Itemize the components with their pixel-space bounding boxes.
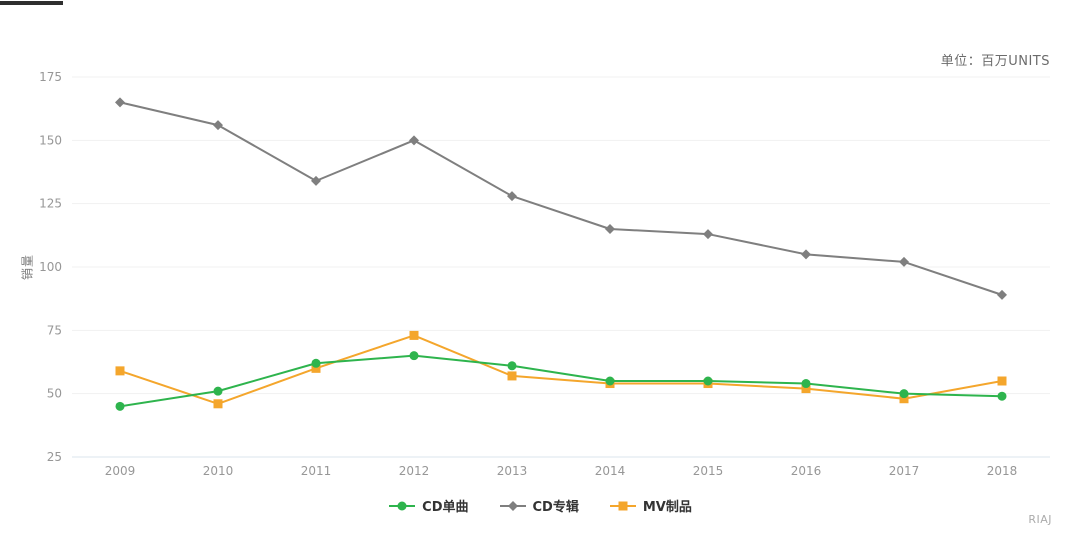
data-point-cd-singles-2013[interactable] <box>507 361 517 371</box>
x-tick-label: 2017 <box>889 464 920 478</box>
riaj-watermark: RIAJ <box>1028 513 1052 526</box>
y-tick-label: 175 <box>39 70 62 84</box>
data-point-mv-products-2016[interactable] <box>801 384 811 394</box>
legend-item-label: CD单曲 <box>422 500 469 515</box>
x-tick-label: 2009 <box>105 464 136 478</box>
series-mv-products <box>115 330 1007 409</box>
data-point-cd-singles-2012[interactable] <box>409 351 419 361</box>
data-point-mv-products-2017[interactable] <box>899 394 909 404</box>
x-tick-label: 2016 <box>791 464 822 478</box>
data-point-cd-albums-2016[interactable] <box>801 249 811 260</box>
legend-marker-shape <box>618 501 628 510</box>
data-point-cd-singles-2017[interactable] <box>899 389 909 399</box>
x-tick-label: 2010 <box>203 464 234 478</box>
data-point-cd-singles-2018[interactable] <box>997 391 1007 401</box>
data-point-cd-albums-2009[interactable] <box>115 97 125 108</box>
data-point-cd-albums-2011[interactable] <box>311 175 321 186</box>
data-point-cd-albums-2010[interactable] <box>213 120 223 131</box>
data-point-cd-albums-2018[interactable] <box>997 289 1007 300</box>
series-cd-albums-line <box>119 101 1003 296</box>
data-point-cd-albums-2015[interactable] <box>703 229 713 240</box>
data-point-cd-albums-2017[interactable] <box>899 256 909 267</box>
series-cd-singles-line <box>119 354 1003 408</box>
x-tick-label: 2013 <box>497 464 528 478</box>
y-tick-label: 150 <box>39 133 62 147</box>
x-tick-label: 2018 <box>987 464 1018 478</box>
series-cd-singles <box>115 351 1007 411</box>
square-legend-marker-icon <box>609 501 636 510</box>
data-point-mv-products-2012[interactable] <box>409 330 419 340</box>
data-point-cd-albums-2014[interactable] <box>605 224 615 234</box>
series-mv-products-line <box>119 334 1003 405</box>
data-point-mv-products-2018[interactable] <box>997 376 1007 386</box>
y-tick-label: 125 <box>39 197 62 211</box>
data-point-mv-products-2013[interactable] <box>507 371 517 381</box>
legend-item-label: CD专辑 <box>532 500 579 515</box>
data-point-cd-singles-2009[interactable] <box>115 401 125 411</box>
data-point-mv-products-2010[interactable] <box>213 399 223 409</box>
circle-legend-marker-icon <box>389 501 416 510</box>
unit-label: 单位：百万UNITS <box>940 54 1050 69</box>
data-point-cd-singles-2015[interactable] <box>703 376 713 386</box>
y-tick-label: 75 <box>47 323 62 337</box>
diamond-legend-marker-icon <box>499 500 526 511</box>
legend-item-cd-singles[interactable]: CD单曲 <box>388 496 469 515</box>
legend: CD单曲 CD专辑 MV制品 <box>0 496 1080 515</box>
legend-item-mv-products[interactable]: MV制品 <box>609 496 692 515</box>
data-point-cd-singles-2014[interactable] <box>605 376 615 386</box>
x-tick-label: 2012 <box>399 464 430 478</box>
y-tick-label: 100 <box>39 260 62 274</box>
x-tick-label: 2015 <box>693 464 724 478</box>
data-point-mv-products-2009[interactable] <box>115 366 125 376</box>
x-tick-label: 2014 <box>595 464 626 478</box>
data-point-mv-products-2011[interactable] <box>311 363 321 373</box>
y-tick-label: 25 <box>47 450 62 464</box>
legend-item-label: MV制品 <box>642 500 692 515</box>
legend-marker-shape <box>507 500 518 511</box>
legend-marker-shape <box>397 501 407 510</box>
y-tick-label: 50 <box>47 387 62 401</box>
legend-item-cd-albums[interactable]: CD专辑 <box>499 496 579 515</box>
data-point-cd-singles-2010[interactable] <box>213 386 223 396</box>
data-point-cd-singles-2011[interactable] <box>311 358 321 368</box>
series-cd-albums <box>115 97 1007 300</box>
data-point-cd-singles-2016[interactable] <box>801 379 811 389</box>
top-left-dark-bar <box>0 1 63 5</box>
x-tick-label: 2011 <box>301 464 332 478</box>
data-point-cd-albums-2013[interactable] <box>507 191 517 202</box>
data-point-cd-albums-2012[interactable] <box>409 135 419 146</box>
